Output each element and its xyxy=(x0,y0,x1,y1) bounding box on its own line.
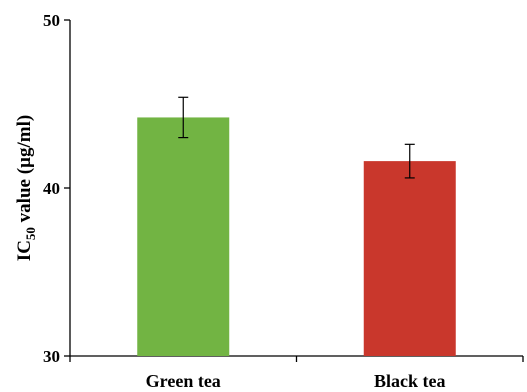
y-axis-title: IC50 value (µg/ml) xyxy=(14,115,38,261)
bar-black-tea xyxy=(363,161,456,356)
svg-text:IC50 value (µg/ml): IC50 value (µg/ml) xyxy=(14,115,38,261)
plot-area: 30 40 50 Green tea Black tea xyxy=(43,11,524,391)
y-tick-label-30: 30 xyxy=(43,347,60,366)
y-tick-label-40: 40 xyxy=(43,179,60,198)
y-axis-title-suffix: value (µg/ml) xyxy=(14,115,35,227)
bar-green-tea xyxy=(137,117,230,356)
category-label-1: Black tea xyxy=(374,371,446,391)
y-tick-label-50: 50 xyxy=(43,11,60,30)
y-axis-title-prefix: IC xyxy=(14,240,35,261)
category-label-0: Green tea xyxy=(146,371,221,391)
y-axis-title-subscript: 50 xyxy=(23,227,38,240)
